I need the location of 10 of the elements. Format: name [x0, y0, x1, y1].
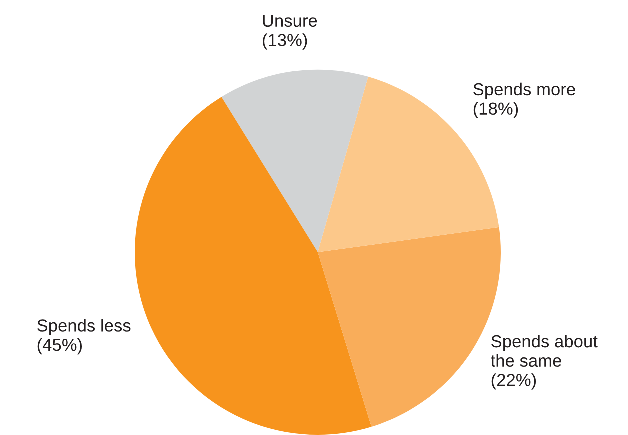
data-label: (22%) [492, 374, 536, 390]
data-label: (13%) [263, 34, 308, 50]
slice-label: Spends more [474, 82, 576, 100]
data-label: (18%) [474, 102, 518, 118]
slice-label: Spends less [38, 319, 131, 336]
pie-slice [135, 97, 372, 435]
slice-label: Spends about the same [491, 334, 598, 368]
slice-label: Unsure [263, 14, 318, 28]
pie-slice [222, 70, 368, 252]
data-label: (45%) [38, 338, 82, 355]
